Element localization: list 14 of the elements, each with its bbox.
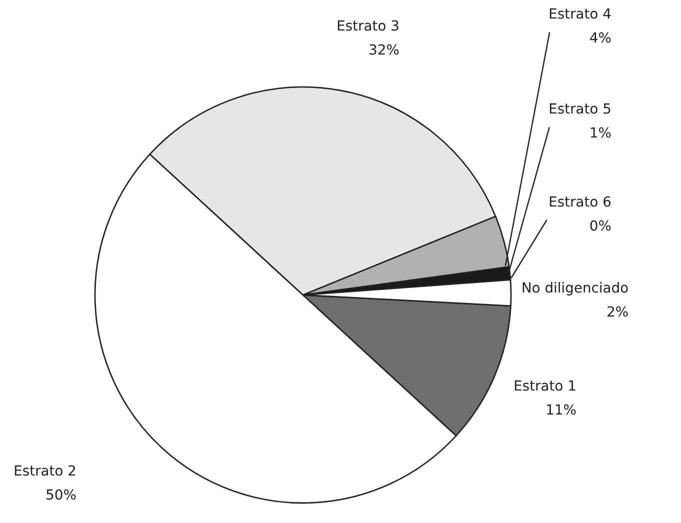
slice-label: No diligenciado (522, 282, 628, 296)
slice-label: Estrato 4 (550, 8, 611, 19)
data-label: 1% (590, 127, 611, 138)
text: 0% (590, 220, 611, 231)
data-label: 50% (46, 489, 76, 500)
data-label: 4% (590, 32, 611, 43)
slice-label: Estrato 3 (338, 20, 398, 31)
slice-label: Estrato 5 (550, 103, 610, 114)
data-label: 2% (608, 306, 628, 317)
data-label: 32% (370, 44, 399, 55)
category-label: Estrato 6 (550, 196, 611, 207)
slice-label: Estrato 1 (514, 380, 576, 391)
slice-label: Estrato 2 (14, 465, 76, 476)
data-label: 11% (547, 404, 576, 415)
